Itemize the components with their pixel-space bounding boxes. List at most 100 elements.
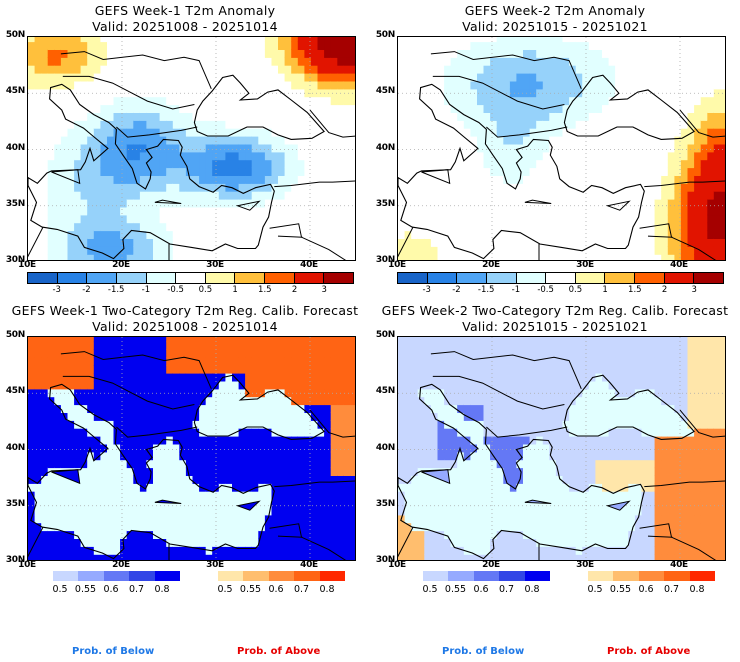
field-cell (628, 128, 636, 137)
field-cell (74, 499, 82, 508)
field-cell (172, 222, 180, 232)
field-cell (80, 73, 88, 82)
field-cell (317, 357, 325, 366)
field-cell (153, 443, 161, 453)
field-cell (437, 183, 445, 192)
field-cell (641, 120, 649, 129)
field-cell (159, 459, 167, 469)
field-cell (54, 475, 62, 484)
field-cell (159, 428, 167, 437)
field-cell (490, 337, 498, 343)
field-cell (212, 191, 220, 200)
field-cell (496, 388, 504, 398)
field-cell (67, 49, 75, 58)
field-cell (133, 538, 141, 547)
field-cell (87, 65, 95, 74)
field-cell (503, 404, 511, 413)
field-cell (654, 183, 662, 192)
field-cell (126, 428, 134, 437)
field-cell (588, 230, 596, 239)
field-cell (218, 412, 226, 421)
field-cell (179, 341, 187, 350)
field-cell (404, 530, 412, 539)
field-cell (680, 183, 689, 192)
field-cell (337, 499, 345, 508)
field-cell (87, 506, 95, 516)
field-cell (153, 136, 161, 145)
field-cell (80, 199, 88, 208)
field-cell (648, 143, 656, 153)
field-cell (80, 230, 88, 239)
field-cell (28, 428, 36, 437)
field-cell (536, 167, 544, 176)
field-cell (417, 554, 425, 560)
field-cell (411, 459, 419, 469)
field-cell (245, 191, 253, 200)
field-cell (324, 49, 332, 58)
field-cell (634, 246, 643, 255)
field-cell (172, 206, 180, 216)
field-cell (430, 506, 439, 516)
field-cell (100, 80, 108, 90)
field-cell (107, 49, 115, 58)
field-cell (516, 37, 524, 43)
field-cell (621, 80, 629, 90)
field-cell (291, 499, 299, 508)
field-cell (172, 420, 180, 429)
field-cell (146, 112, 154, 121)
country-border (274, 480, 355, 488)
field-cell (324, 475, 332, 484)
field-cell (271, 88, 279, 98)
field-cell (523, 104, 531, 113)
field-cell (417, 206, 425, 216)
field-cell (523, 65, 531, 74)
field-cell (330, 80, 338, 90)
field-cell (67, 65, 75, 74)
field-cell (120, 475, 128, 484)
field-cell (437, 143, 445, 153)
field-cell (271, 183, 279, 192)
field-cell (304, 80, 312, 90)
field-cell (324, 206, 332, 216)
mediterranean-coastline (28, 83, 275, 260)
field-cell (192, 341, 200, 350)
field-cell (159, 96, 167, 106)
field-cell (343, 380, 351, 390)
field-cell (496, 254, 504, 260)
field-cell (330, 57, 338, 66)
field-cell (424, 357, 432, 366)
field-cell (417, 49, 425, 58)
field-cell (713, 199, 721, 208)
field-cell (470, 128, 478, 137)
field-cell (509, 88, 518, 98)
field-cell (278, 554, 286, 560)
field-cell (291, 65, 299, 74)
field-cell (490, 214, 498, 224)
field-cell (100, 230, 108, 239)
field-cell (251, 128, 259, 137)
field-cell (192, 491, 200, 500)
field-cell (185, 206, 194, 216)
field-cell (343, 538, 351, 547)
field-cell (297, 443, 305, 453)
field-cell (192, 349, 200, 358)
field-cell (87, 514, 95, 524)
field-cell (516, 159, 524, 169)
field-cell (291, 380, 299, 390)
field-cell (291, 373, 299, 382)
field-cell (41, 206, 49, 216)
field-cell (654, 167, 662, 176)
field-cells (398, 337, 725, 560)
field-cell (284, 104, 292, 113)
field-cell (457, 337, 465, 343)
field-cell (490, 530, 498, 539)
field-cell (212, 404, 220, 413)
field-cell (310, 506, 319, 516)
field-cell (146, 57, 154, 66)
field-cell (166, 491, 174, 500)
field-cell (34, 483, 42, 492)
field-cell (120, 73, 128, 82)
field-cell (120, 128, 128, 137)
field-cell (126, 230, 134, 239)
field-cell (477, 199, 485, 208)
